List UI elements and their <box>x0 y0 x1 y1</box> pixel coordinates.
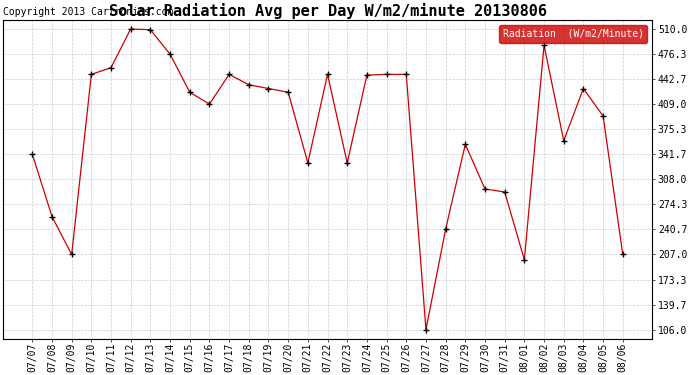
Legend: Radiation  (W/m2/Minute): Radiation (W/m2/Minute) <box>499 25 647 43</box>
Title: Solar Radiation Avg per Day W/m2/minute 20130806: Solar Radiation Avg per Day W/m2/minute … <box>108 3 546 19</box>
Text: Copyright 2013 Cartronics.com: Copyright 2013 Cartronics.com <box>3 7 173 17</box>
